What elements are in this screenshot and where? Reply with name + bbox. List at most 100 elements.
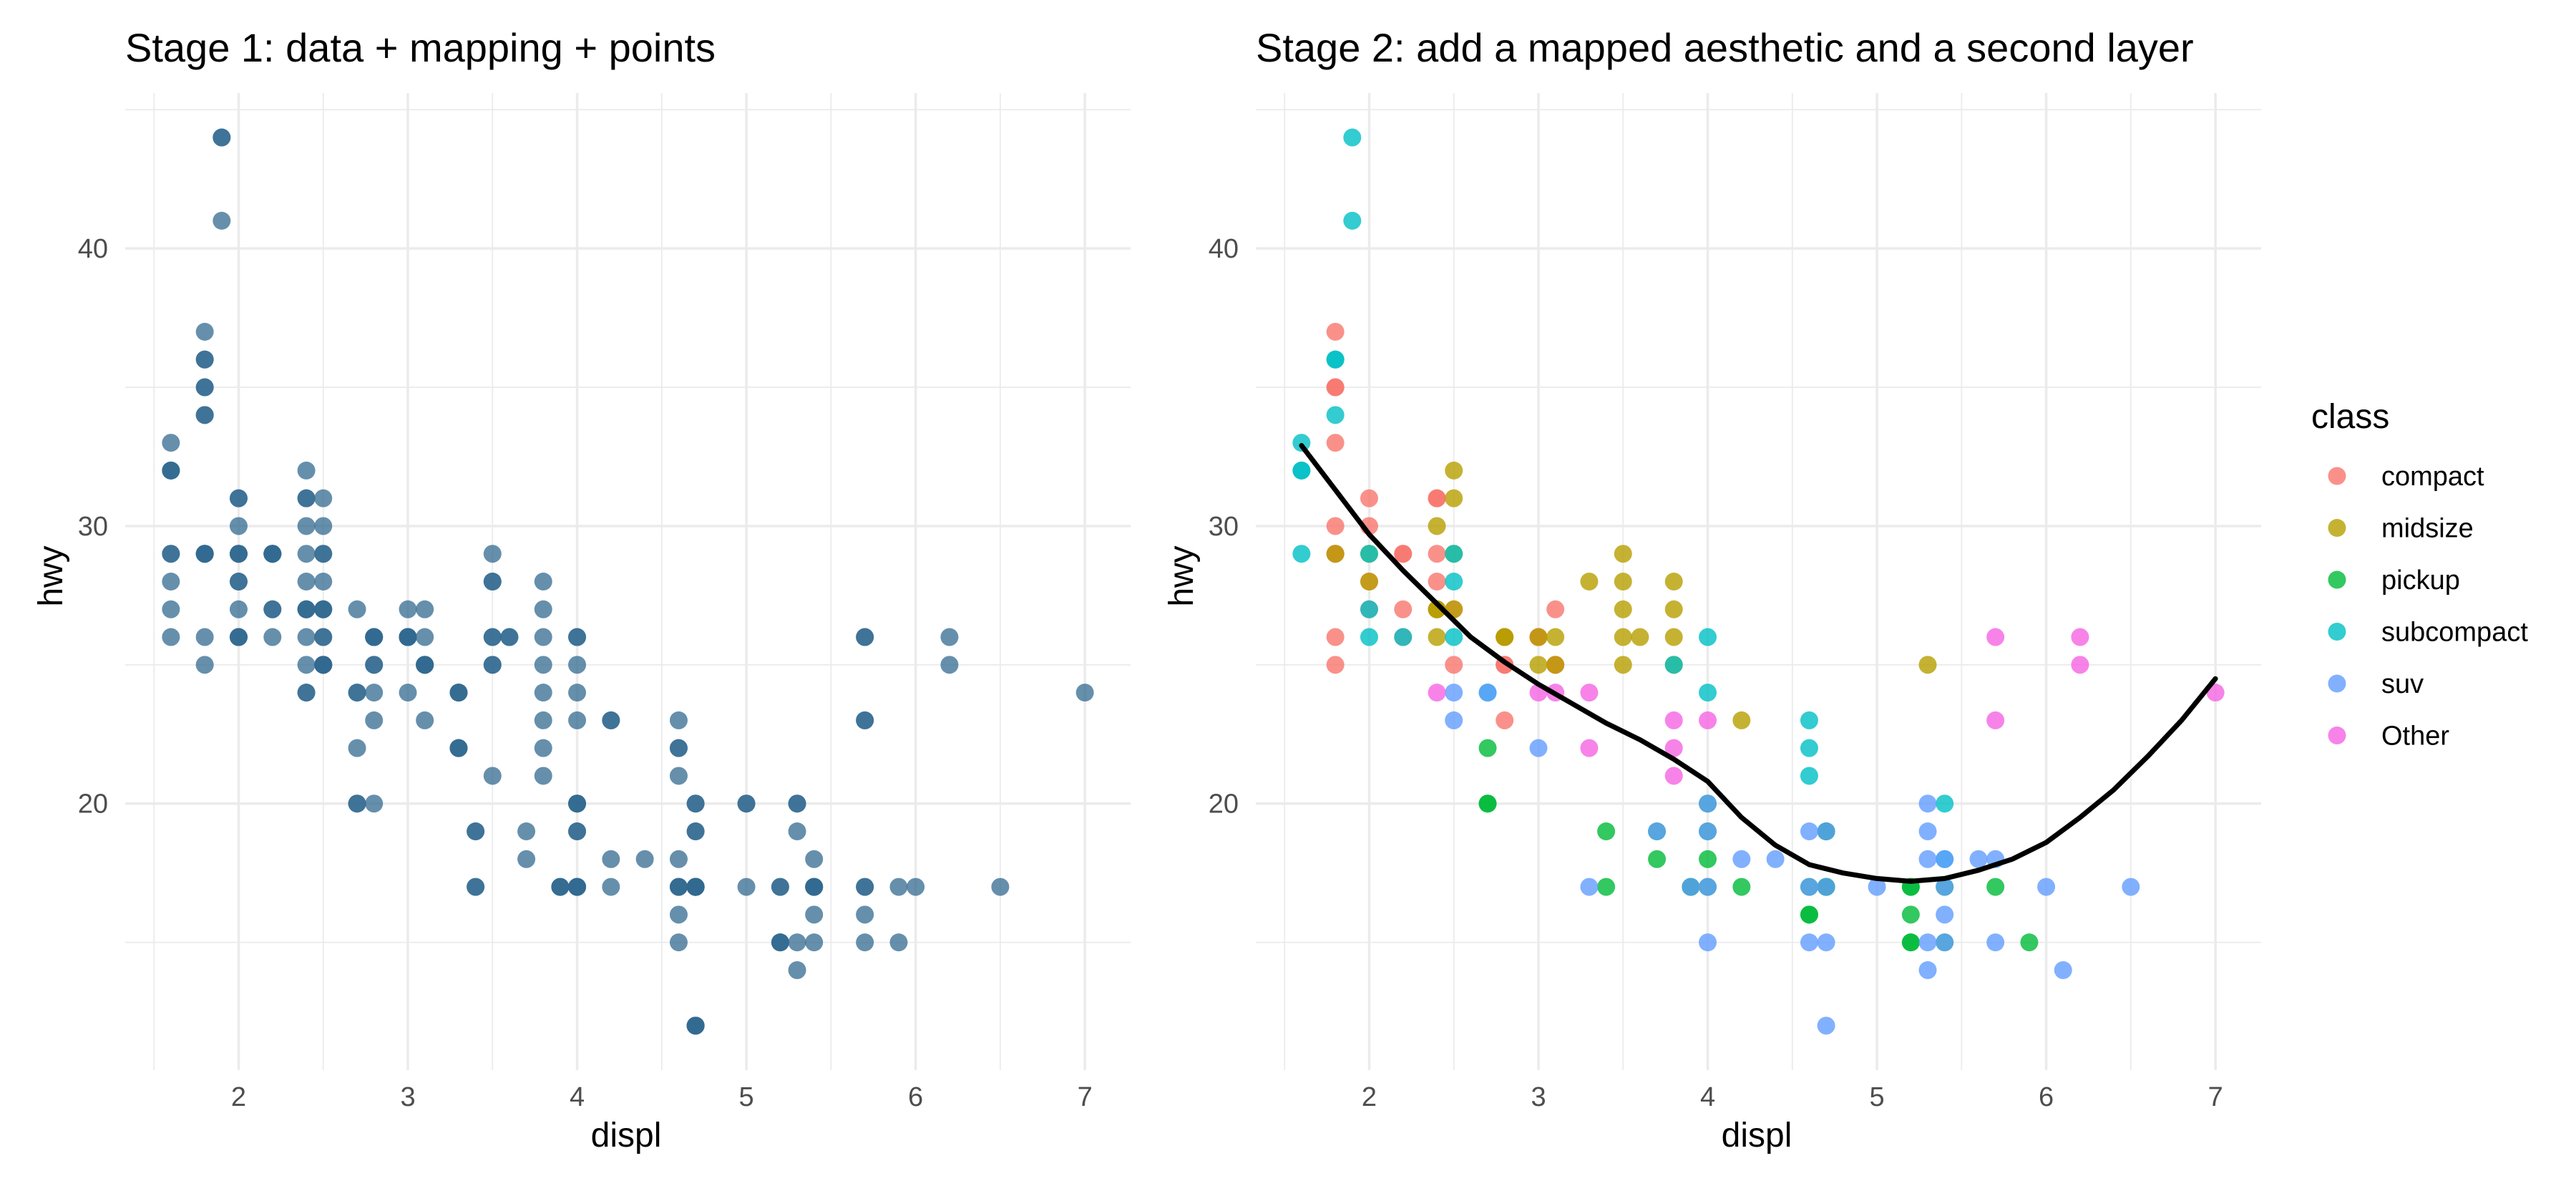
- data-point-suv: [1936, 850, 1954, 868]
- data-point-subcompact: [1664, 656, 1683, 674]
- data-point-midsize: [1360, 573, 1378, 590]
- data-point-subcompact: [1445, 573, 1463, 590]
- data-point-compact: [1394, 600, 1413, 618]
- data-point: [297, 573, 316, 590]
- data-point-suv: [1445, 684, 1463, 702]
- data-point: [348, 684, 366, 702]
- stage-1-points: [162, 128, 1094, 1035]
- data-point: [771, 878, 789, 896]
- data-point: [805, 905, 824, 924]
- data-point-suv: [1817, 822, 1835, 841]
- stage-2-title: Stage 2: add a mapped aesthetic and a se…: [1256, 25, 2194, 70]
- data-point-other: [1664, 739, 1683, 757]
- data-point-subcompact: [1343, 128, 1362, 147]
- data-point-subcompact: [1360, 545, 1378, 563]
- data-point-compact: [1360, 489, 1378, 507]
- data-point: [669, 711, 688, 729]
- legend-label: midsize: [2381, 514, 2474, 544]
- data-point: [534, 739, 552, 757]
- legend-key: [2328, 623, 2346, 641]
- data-point: [889, 933, 908, 952]
- data-point: [940, 656, 959, 674]
- data-point: [467, 878, 485, 896]
- x-tick-label: 2: [231, 1082, 246, 1112]
- data-point: [314, 517, 333, 535]
- stage-1-x-ticks: 2 3 4 5 6 7: [231, 1082, 1093, 1112]
- stage-2-panel: Stage 2: add a mapped aesthetic and a se…: [1163, 25, 2261, 1155]
- data-point-compact: [1326, 628, 1345, 646]
- data-point-midsize: [1614, 656, 1632, 674]
- data-point: [416, 656, 434, 674]
- data-point: [348, 600, 366, 618]
- data-point-other: [1428, 684, 1446, 702]
- data-point: [213, 128, 231, 147]
- data-point: [669, 905, 688, 924]
- data-point: [669, 739, 688, 757]
- data-point: [907, 878, 925, 896]
- data-point: [416, 711, 434, 729]
- data-point-midsize: [1732, 711, 1751, 729]
- data-point: [195, 628, 214, 646]
- data-point: [229, 489, 248, 507]
- data-point: [297, 489, 316, 507]
- data-point: [534, 767, 552, 785]
- data-point: [551, 878, 570, 896]
- legend-label: compact: [2381, 462, 2484, 492]
- data-point-midsize: [1445, 461, 1463, 480]
- data-point: [229, 600, 248, 618]
- data-point-suv: [1817, 878, 1835, 896]
- data-point: [229, 628, 248, 646]
- data-point: [483, 628, 502, 646]
- x-tick-label: 4: [570, 1082, 585, 1112]
- data-point-suv: [1580, 878, 1599, 896]
- data-point: [669, 878, 688, 896]
- data-point: [500, 628, 519, 646]
- data-point-midsize: [1614, 573, 1632, 590]
- data-point-suv: [1800, 933, 1818, 952]
- data-point: [940, 628, 959, 646]
- data-point: [889, 878, 908, 896]
- data-point: [162, 545, 180, 563]
- data-point: [568, 794, 587, 813]
- data-point-pickup: [1478, 794, 1497, 813]
- data-point: [534, 711, 552, 729]
- data-point-compact: [1428, 573, 1446, 590]
- data-point-suv: [1766, 850, 1785, 868]
- legend-item-compact: compact: [2328, 462, 2484, 492]
- x-tick-label: 3: [400, 1082, 415, 1112]
- data-point-suv: [1529, 739, 1548, 757]
- legend-label: Other: [2381, 721, 2449, 752]
- data-point: [297, 628, 316, 646]
- stage-2-x-ticks: 2 3 4 5 6 7: [1362, 1082, 2223, 1112]
- data-point-suv: [1918, 961, 1937, 979]
- stage-1-grid: [125, 93, 1131, 1070]
- data-point: [568, 878, 587, 896]
- data-point-subcompact: [1292, 434, 1311, 452]
- x-tick-label: 7: [2208, 1082, 2223, 1112]
- data-point: [788, 933, 806, 952]
- data-point-pickup: [1732, 878, 1751, 896]
- data-point-other: [1580, 739, 1599, 757]
- data-point: [467, 822, 485, 841]
- data-point-suv: [1648, 822, 1667, 841]
- data-point-pickup: [1648, 850, 1667, 868]
- y-tick-label: 30: [78, 512, 108, 542]
- data-point-midsize: [1428, 628, 1446, 646]
- data-point-subcompact: [1343, 211, 1362, 230]
- data-point-midsize: [1664, 573, 1683, 590]
- data-point-midsize: [1529, 628, 1548, 646]
- data-point: [534, 684, 552, 702]
- data-point-suv: [1699, 933, 1717, 952]
- data-point-midsize: [1529, 656, 1548, 674]
- data-point: [399, 628, 417, 646]
- data-point: [195, 378, 214, 397]
- data-point: [669, 933, 688, 952]
- data-point: [534, 628, 552, 646]
- legend-key: [2328, 467, 2346, 485]
- data-point-suv: [1868, 878, 1886, 896]
- data-point-suv: [1817, 933, 1835, 952]
- data-point-suv: [1918, 822, 1937, 841]
- data-point-compact: [1326, 322, 1345, 341]
- stage-1-y-ticks: 20 30 40: [78, 234, 108, 820]
